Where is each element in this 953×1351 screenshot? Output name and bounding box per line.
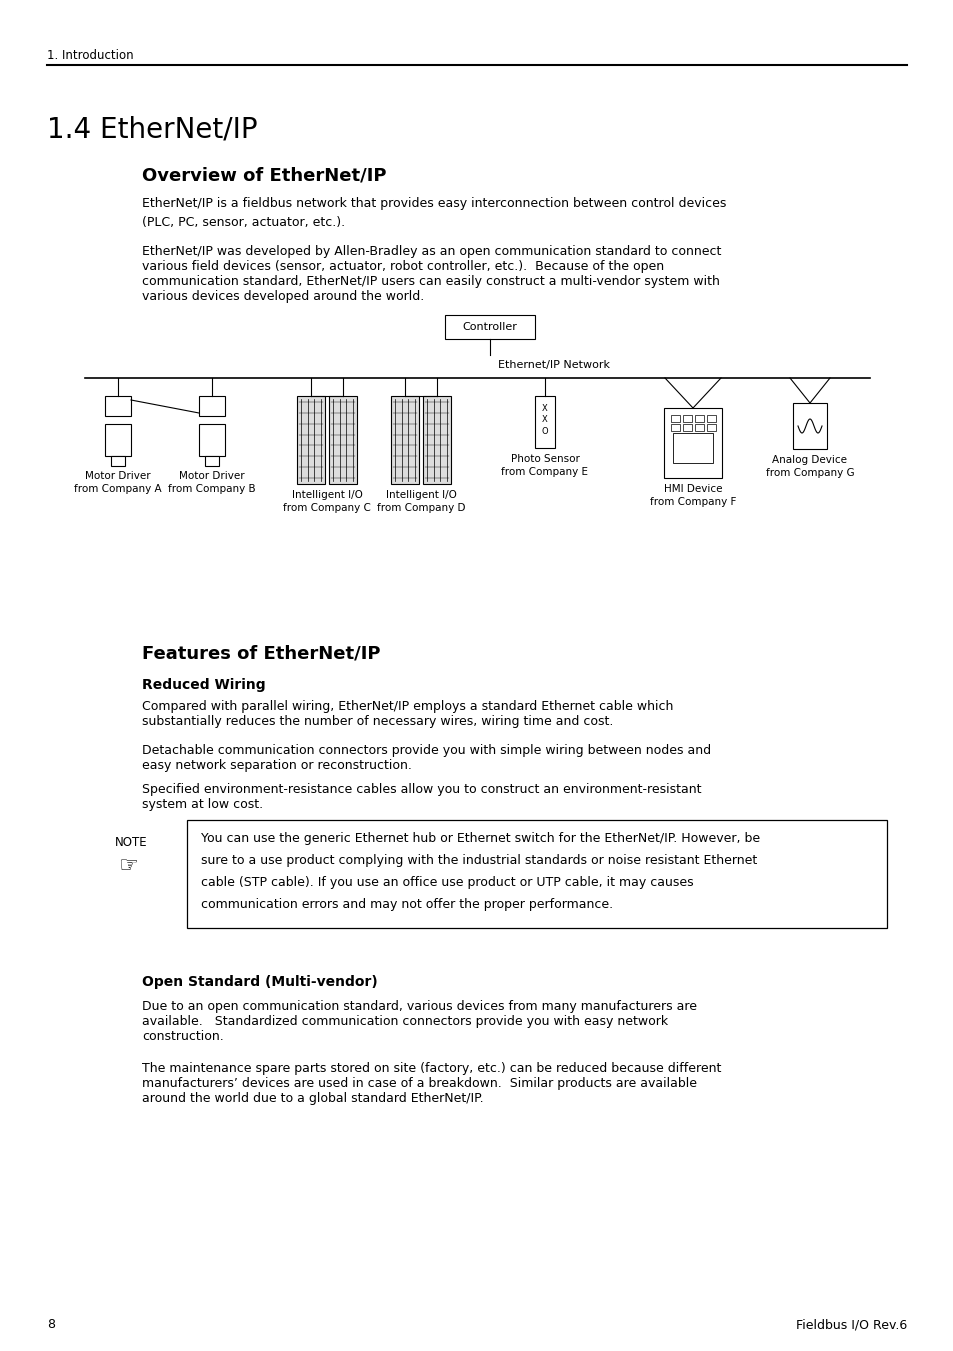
Text: around the world due to a global standard EtherNet/IP.: around the world due to a global standar… <box>142 1092 483 1105</box>
Bar <box>535 396 555 449</box>
Text: substantially reduces the number of necessary wires, wiring time and cost.: substantially reduces the number of nece… <box>142 715 613 728</box>
Text: communication standard, EtherNet/IP users can easily construct a multi-vendor sy: communication standard, EtherNet/IP user… <box>142 276 720 288</box>
Text: communication errors and may not offer the proper performance.: communication errors and may not offer t… <box>201 898 613 911</box>
Bar <box>205 457 219 466</box>
Bar <box>105 424 131 457</box>
Text: 8: 8 <box>47 1319 55 1331</box>
Text: Due to an open communication standard, various devices from many manufacturers a: Due to an open communication standard, v… <box>142 1000 697 1013</box>
Text: Motor Driver: Motor Driver <box>85 471 151 481</box>
Bar <box>296 396 325 484</box>
Text: Features of EtherNet/IP: Features of EtherNet/IP <box>142 644 380 663</box>
Text: O: O <box>541 427 548 436</box>
Text: manufacturers’ devices are used in case of a breakdown.  Similar products are av: manufacturers’ devices are used in case … <box>142 1077 697 1090</box>
Text: Overview of EtherNet/IP: Overview of EtherNet/IP <box>142 168 386 185</box>
Text: Photo Sensor: Photo Sensor <box>510 454 578 463</box>
Text: Intelligent I/O: Intelligent I/O <box>292 490 362 500</box>
Text: from Company E: from Company E <box>501 467 588 477</box>
Bar <box>682 424 691 431</box>
Bar <box>670 415 679 422</box>
Text: from Company D: from Company D <box>376 503 465 513</box>
Text: ☞: ☞ <box>118 857 138 875</box>
Text: Specified environment-resistance cables allow you to construct an environment-re: Specified environment-resistance cables … <box>142 784 700 796</box>
Text: Fieldbus I/O Rev.6: Fieldbus I/O Rev.6 <box>795 1319 906 1331</box>
Text: X
X: X X <box>541 404 547 424</box>
Text: NOTE: NOTE <box>115 836 148 848</box>
Text: various field devices (sensor, actuator, robot controller, etc.).  Because of th: various field devices (sensor, actuator,… <box>142 259 663 273</box>
Text: 1.4 EtherNet/IP: 1.4 EtherNet/IP <box>47 115 257 143</box>
Text: HMI Device: HMI Device <box>663 484 721 494</box>
Text: from Company F: from Company F <box>649 497 736 507</box>
Bar <box>391 396 418 484</box>
Bar <box>663 408 721 478</box>
Bar <box>682 415 691 422</box>
Bar <box>329 396 356 484</box>
Text: Reduced Wiring: Reduced Wiring <box>142 678 265 692</box>
Bar <box>199 424 225 457</box>
Bar <box>695 424 703 431</box>
Text: EtherNet/IP is a fieldbus network that provides easy interconnection between con: EtherNet/IP is a fieldbus network that p… <box>142 197 725 230</box>
Text: Compared with parallel wiring, EtherNet/IP employs a standard Ethernet cable whi: Compared with parallel wiring, EtherNet/… <box>142 700 673 713</box>
Text: Motor Driver: Motor Driver <box>179 471 245 481</box>
Text: Detachable communication connectors provide you with simple wiring between nodes: Detachable communication connectors prov… <box>142 744 710 757</box>
Text: Ethernet/IP Network: Ethernet/IP Network <box>497 359 609 370</box>
Text: easy network separation or reconstruction.: easy network separation or reconstructio… <box>142 759 412 771</box>
Text: Intelligent I/O: Intelligent I/O <box>385 490 456 500</box>
Text: various devices developed around the world.: various devices developed around the wor… <box>142 290 424 303</box>
Bar <box>706 415 716 422</box>
Bar <box>792 403 826 449</box>
Bar <box>706 424 716 431</box>
Bar <box>105 396 131 416</box>
Bar <box>199 396 225 416</box>
Text: EtherNet/IP was developed by Allen-Bradley as an open communication standard to : EtherNet/IP was developed by Allen-Bradl… <box>142 245 720 258</box>
Text: available.   Standardized communication connectors provide you with easy network: available. Standardized communication co… <box>142 1015 667 1028</box>
Bar <box>187 820 886 928</box>
Text: from Company A: from Company A <box>74 484 162 494</box>
Bar <box>695 415 703 422</box>
Bar <box>444 315 535 339</box>
Text: The maintenance spare parts stored on site (factory, etc.) can be reduced becaus: The maintenance spare parts stored on si… <box>142 1062 720 1075</box>
Text: Open Standard (Multi-vendor): Open Standard (Multi-vendor) <box>142 975 377 989</box>
Bar <box>422 396 451 484</box>
Text: from Company C: from Company C <box>283 503 371 513</box>
Bar <box>672 434 712 463</box>
Text: construction.: construction. <box>142 1029 224 1043</box>
Text: cable (STP cable). If you use an office use product or UTP cable, it may causes: cable (STP cable). If you use an office … <box>201 875 693 889</box>
Bar <box>111 457 125 466</box>
Text: Controller: Controller <box>462 322 517 332</box>
Text: from Company B: from Company B <box>168 484 255 494</box>
Bar <box>670 424 679 431</box>
Text: sure to a use product complying with the industrial standards or noise resistant: sure to a use product complying with the… <box>201 854 757 867</box>
Text: from Company G: from Company G <box>765 467 854 478</box>
Text: You can use the generic Ethernet hub or Ethernet switch for the EtherNet/IP. How: You can use the generic Ethernet hub or … <box>201 832 760 844</box>
Text: 1. Introduction: 1. Introduction <box>47 49 133 62</box>
Text: Analog Device: Analog Device <box>772 455 846 465</box>
Text: system at low cost.: system at low cost. <box>142 798 263 811</box>
